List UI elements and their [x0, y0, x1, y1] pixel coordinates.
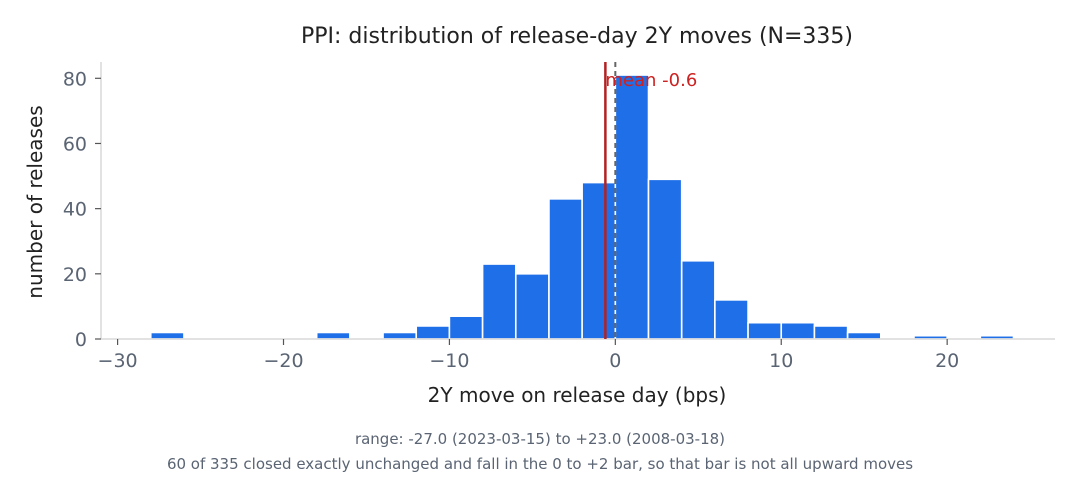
y-tick-label: 0: [75, 329, 87, 351]
y-axis-label: number of releases: [23, 105, 47, 298]
histogram-bar: [415, 325, 451, 340]
x-tick-label: 0: [609, 350, 621, 372]
y-tick-label: 40: [63, 199, 87, 221]
x-tick-label: 20: [935, 350, 959, 372]
reference-lines: mean -0.6: [604, 62, 697, 339]
histogram-bar: [747, 321, 783, 340]
range-note: range: -27.0 (2023-03-15) to +23.0 (2008…: [355, 430, 725, 448]
histogram-bar: [448, 315, 484, 340]
histogram-bar: [514, 273, 550, 340]
histogram-bar: [846, 331, 882, 340]
histogram-bar: [813, 325, 849, 340]
x-tick-label: −20: [263, 350, 303, 372]
y-tick-label: 20: [63, 264, 87, 286]
x-tick-label: 10: [769, 350, 793, 372]
y-tick-label: 80: [63, 68, 87, 90]
histogram-bar: [149, 331, 185, 340]
histogram-bar: [548, 198, 583, 340]
histogram-bar: [382, 331, 418, 340]
unchanged-note: 60 of 335 closed exactly unchanged and f…: [167, 455, 913, 473]
histogram-bar: [581, 181, 617, 340]
histogram-bar: [680, 259, 716, 340]
x-axis-label: 2Y move on release day (bps): [428, 383, 727, 407]
chart-title: PPI: distribution of release-day 2Y move…: [301, 24, 853, 49]
histogram-bars: [149, 74, 1015, 340]
histogram-bar: [647, 178, 683, 340]
x-tick-label: −10: [429, 350, 469, 372]
y-tick-label: 60: [63, 133, 87, 155]
histogram-bar: [481, 263, 517, 340]
histogram-bar: [315, 331, 351, 340]
histogram-bar: [614, 74, 650, 340]
x-tick-label: −30: [98, 350, 138, 372]
chart-axes: −30 −20 −10 0 10 20 0 20 40 60 80: [63, 62, 1055, 372]
histogram-bar: [780, 321, 816, 340]
histogram-bar: [714, 299, 749, 340]
mean-label: mean -0.6: [605, 70, 697, 91]
